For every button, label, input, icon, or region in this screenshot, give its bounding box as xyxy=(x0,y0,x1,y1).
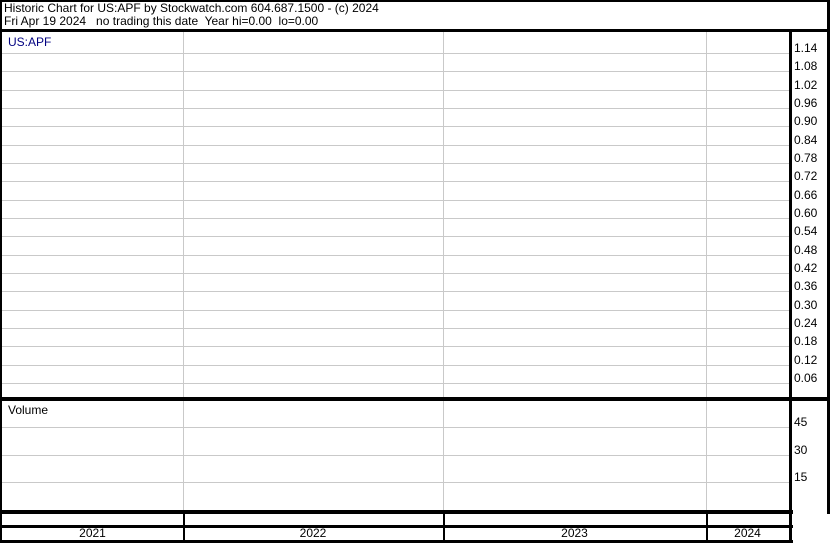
price-tick-label: 0.96 xyxy=(794,96,818,110)
axis-column-separator xyxy=(183,514,185,540)
price-tick-label: 0.60 xyxy=(794,206,818,220)
price-gridline xyxy=(2,383,789,384)
year-gridline-volume xyxy=(706,401,707,510)
price-gridline xyxy=(2,108,789,109)
price-tick-label: 0.48 xyxy=(794,242,818,257)
price-tick-label: 0.66 xyxy=(794,187,818,202)
price-tick-label: 1.08 xyxy=(794,59,818,74)
price-gridline xyxy=(2,254,789,256)
price-gridline xyxy=(2,163,789,164)
right-border xyxy=(827,0,830,514)
year-label: 2023 xyxy=(561,526,588,540)
volume-tick-label: 30 xyxy=(794,442,808,457)
price-gridline xyxy=(2,199,789,201)
price-tick-label: 0.12 xyxy=(794,352,818,367)
price-tick-label: 0.90 xyxy=(794,114,818,129)
volume-gridline xyxy=(2,482,789,483)
symbol-label: US:APF xyxy=(8,35,52,49)
axis-column-separator xyxy=(706,514,708,540)
price-tick-label: 1.14 xyxy=(794,41,818,55)
year-label: 2024 xyxy=(734,526,761,540)
volume-gridline xyxy=(2,454,789,456)
chart-title: Historic Chart for US:APF by Stockwatch.… xyxy=(4,1,379,15)
months-row xyxy=(2,514,789,525)
year-label: 2022 xyxy=(299,526,327,540)
price-tick-label: 0.24 xyxy=(794,316,818,330)
price-gridline xyxy=(2,181,789,183)
price-gridline xyxy=(2,273,789,274)
year-gridline-volume xyxy=(183,401,184,510)
price-gridline xyxy=(2,328,789,329)
price-tick-label: 0.30 xyxy=(794,297,818,312)
price-tick-label: 1.02 xyxy=(794,77,818,92)
header-bottom-border xyxy=(0,29,830,32)
plot-label-divider xyxy=(789,32,792,540)
axis-column-separator xyxy=(443,514,445,540)
top-border xyxy=(0,0,830,2)
year-gridline-price xyxy=(183,32,184,397)
price-gridline xyxy=(2,364,789,366)
left-border xyxy=(0,0,2,543)
price-volume-separator xyxy=(0,397,830,401)
year-gridline-price xyxy=(706,32,707,397)
price-tick-label: 0.84 xyxy=(794,132,818,147)
volume-panel-label: Volume xyxy=(8,403,49,417)
price-tick-label: 0.78 xyxy=(794,151,818,165)
price-gridline xyxy=(2,309,789,311)
year-gridline-price xyxy=(443,32,444,397)
months-year-separator xyxy=(0,525,793,528)
price-gridline xyxy=(2,126,789,128)
price-gridline xyxy=(2,218,789,219)
price-tick-label: 0.54 xyxy=(794,224,818,239)
price-tick-label: 0.42 xyxy=(794,261,818,275)
bottom-border xyxy=(0,540,793,543)
chart-subtitle: Fri Apr 19 2024 no trading this date Yea… xyxy=(4,14,319,28)
volume-bottom-border xyxy=(0,510,793,514)
price-gridline xyxy=(2,144,789,146)
price-gridline xyxy=(2,71,789,73)
price-tick-label: 0.36 xyxy=(794,279,818,294)
price-tick-label: 0.06 xyxy=(794,371,818,385)
year-gridline-volume xyxy=(443,401,444,510)
volume-gridline xyxy=(2,427,789,428)
price-tick-label: 0.18 xyxy=(794,334,818,349)
volume-tick-label: 15 xyxy=(794,470,808,484)
price-gridline xyxy=(2,291,789,293)
price-gridline xyxy=(2,236,789,238)
year-label: 2021 xyxy=(79,526,106,540)
price-tick-label: 0.72 xyxy=(794,169,818,184)
volume-tick-label: 45 xyxy=(794,415,808,429)
price-gridline xyxy=(2,89,789,91)
price-gridline xyxy=(2,346,789,348)
price-gridline xyxy=(2,53,789,54)
